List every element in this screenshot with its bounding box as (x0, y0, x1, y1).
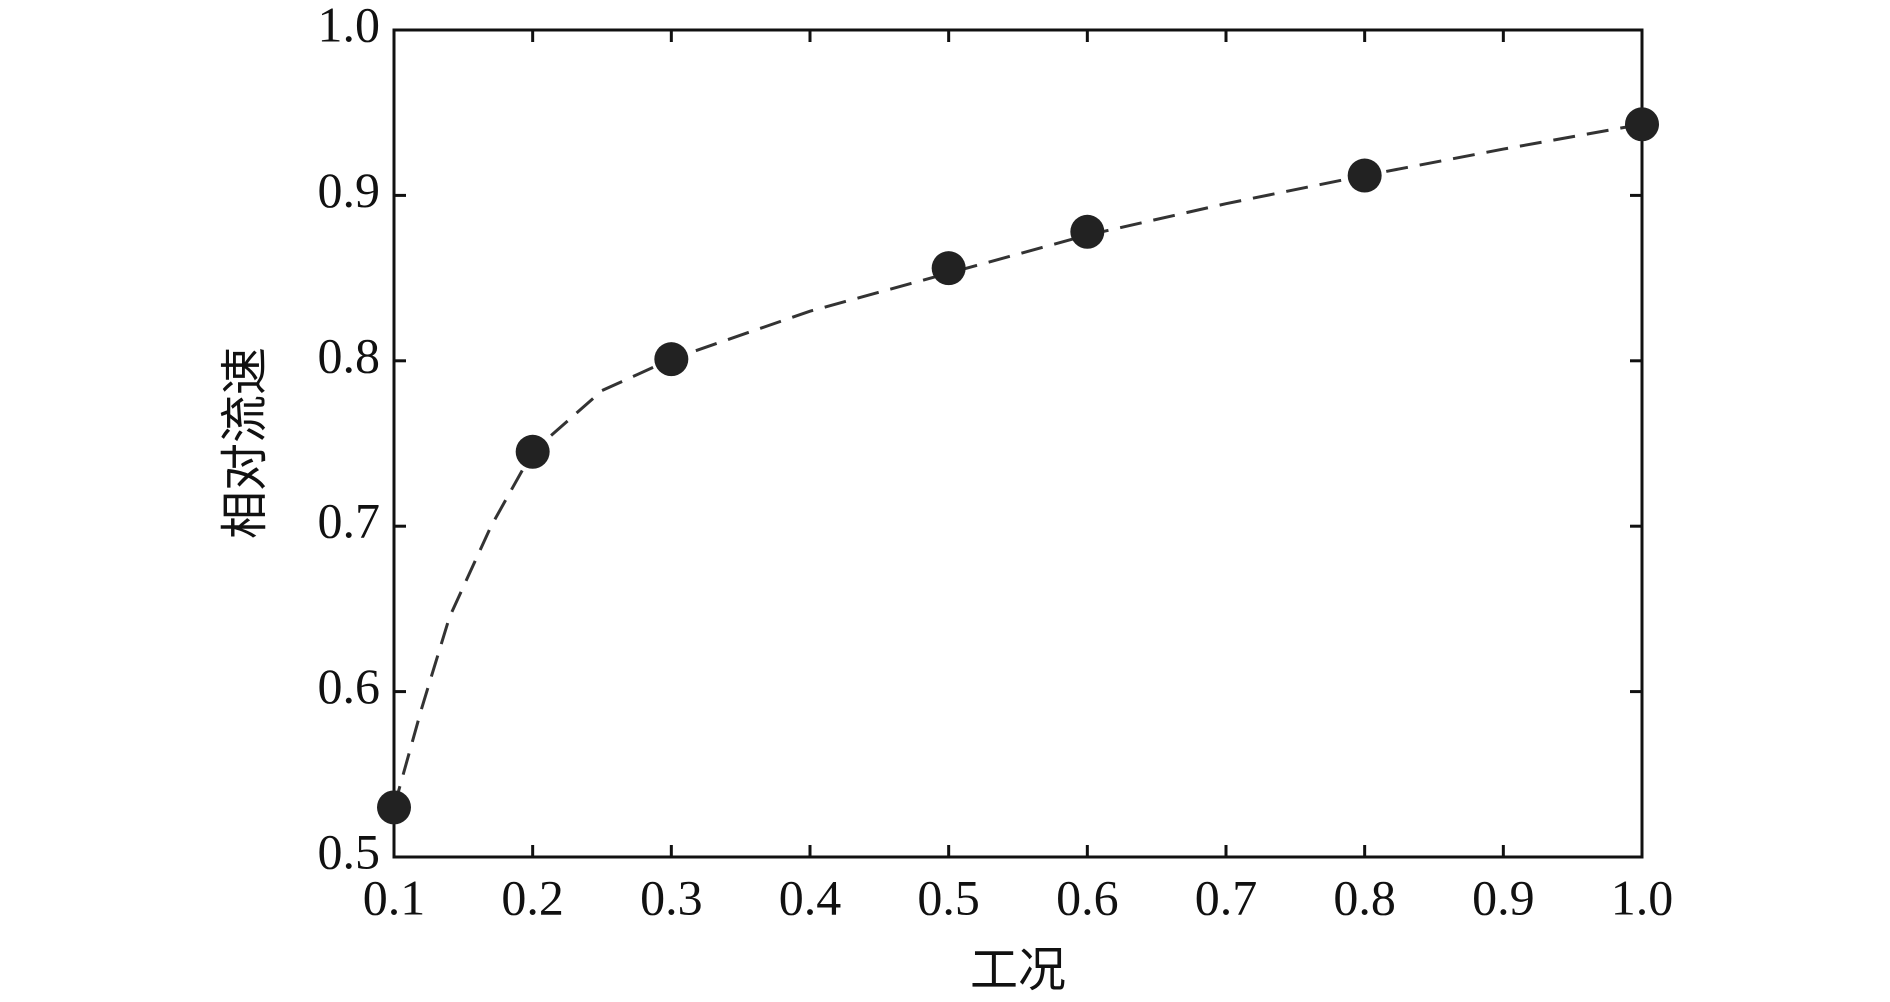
y-tick-label: 0.7 (318, 493, 381, 549)
x-tick-label: 0.3 (640, 869, 703, 925)
x-tick-label: 0.1 (363, 869, 426, 925)
data-point (377, 790, 411, 825)
x-tick-label: 1.0 (1611, 869, 1674, 925)
y-tick-label: 0.8 (318, 327, 381, 383)
data-point (931, 251, 966, 286)
plot-frame (392, 28, 1644, 859)
fit-line (392, 122, 1643, 808)
y-axis-title: 相对流速 (219, 347, 272, 539)
y-tick-label: 0.5 (318, 823, 381, 879)
x-axis-title: 工况 (970, 944, 1066, 997)
x-tick-label: 0.7 (1195, 869, 1258, 925)
x-tick-label: 0.6 (1056, 869, 1119, 925)
data-point (1625, 107, 1659, 142)
data-point (1070, 214, 1105, 249)
x-tick-label: 0.5 (917, 869, 980, 925)
x-tick-label: 0.4 (779, 869, 842, 925)
x-tick-label: 0.9 (1472, 869, 1535, 925)
data-point (1347, 158, 1382, 193)
x-tick-label: 0.2 (501, 869, 564, 925)
x-tick-label: 0.8 (1333, 869, 1396, 925)
data-point (654, 342, 689, 377)
data-point (515, 434, 550, 469)
y-tick-label: 0.6 (318, 658, 381, 714)
y-tick-label: 0.9 (318, 162, 381, 218)
y-tick-label: 1.0 (318, 0, 381, 52)
